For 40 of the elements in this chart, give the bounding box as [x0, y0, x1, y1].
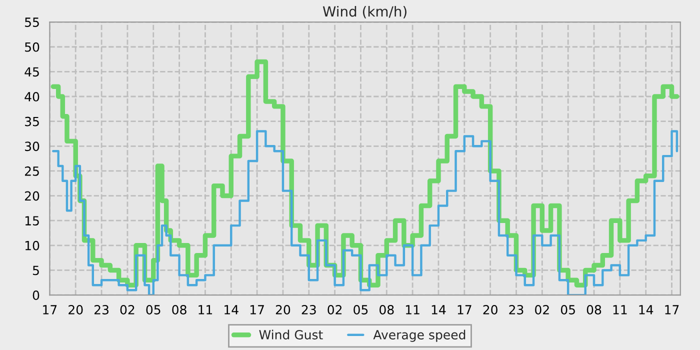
y-tick-label: 35	[25, 116, 39, 126]
x-tick-label: 14	[639, 305, 654, 314]
x-tick-label: 05	[560, 304, 575, 314]
x-tick-label: 23	[94, 304, 108, 314]
y-tick-label: 15	[25, 216, 39, 226]
x-tick-label: 23	[509, 304, 524, 314]
x-tick-label: 20	[68, 304, 83, 314]
y-tick-label: 20	[24, 191, 40, 201]
x-tick-label: 14	[432, 305, 446, 314]
x-tick-label: 17	[458, 305, 472, 314]
x-tick-label: 20	[483, 304, 498, 314]
x-tick-label: 14	[224, 305, 238, 314]
x-tick-label: 05	[146, 304, 160, 314]
x-tick-label: 20	[276, 304, 290, 314]
legend-label: Wind Gust	[259, 330, 323, 340]
x-tick-label: 11	[406, 305, 420, 314]
x-tick-label: 23	[302, 304, 316, 314]
y-tick-label: 25	[24, 166, 39, 176]
x-tick-label: 17	[250, 305, 264, 314]
x-tick-label: 11	[613, 305, 627, 314]
x-tick-label: 05	[354, 304, 368, 314]
x-tick-label: 02	[535, 304, 549, 314]
y-tick-label: 30	[25, 142, 40, 152]
y-tick-label: 40	[24, 92, 40, 102]
x-tick-label: 08	[586, 304, 602, 314]
y-tick-label: 0	[32, 290, 40, 300]
y-tick-label: 50	[25, 42, 40, 52]
y-tick-label: 55	[25, 18, 39, 27]
y-tick-label: 5	[32, 266, 39, 276]
x-tick-label: 02	[328, 304, 342, 314]
chart-title: Wind (km/h)	[322, 6, 406, 18]
y-tick-label: 10	[25, 240, 40, 250]
legend-label: Average speed	[373, 330, 466, 342]
x-tick-label: 11	[198, 305, 212, 314]
x-tick-label: 17	[665, 305, 679, 314]
x-tick-label: 08	[380, 304, 394, 314]
y-tick-label: 45	[24, 67, 39, 77]
x-tick-label: 08	[172, 304, 186, 314]
x-tick-label: 17	[43, 305, 57, 314]
x-tick-label: 02	[120, 304, 134, 314]
